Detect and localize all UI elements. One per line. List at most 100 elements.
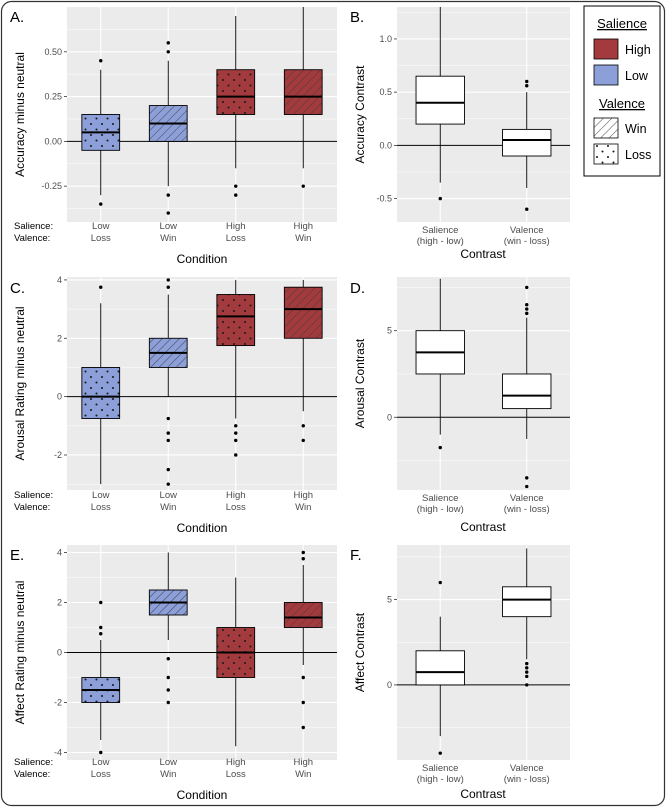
- outlier-point: [166, 278, 170, 282]
- x-axis-title: Contrast: [460, 247, 506, 261]
- outlier-point: [166, 416, 170, 421]
- outlier-point: [166, 211, 170, 215]
- category-label-top: Salience: [422, 225, 458, 236]
- x-axis-title: Condition: [177, 788, 228, 802]
- legend-swatch-high: [593, 38, 619, 60]
- panel-label: B.: [350, 9, 364, 26]
- y-tick-label: -2: [54, 698, 62, 708]
- panel-label: F.: [350, 547, 362, 564]
- y-tick-label: 0: [57, 648, 62, 658]
- panel-e: -4-2024LowLossLowWinHighLossHighWinSalie…: [10, 545, 337, 802]
- panel-d: 0 5 Salience(high - low) Valence(win - loss…: [350, 277, 570, 534]
- y-tick-label: -4: [54, 748, 62, 758]
- outlier-point: [525, 661, 529, 666]
- box-outline: [283, 69, 323, 115]
- box-valence-win-loss: Valence(win - loss): [502, 79, 552, 247]
- outlier-point: [166, 467, 170, 472]
- outlier-point: [234, 184, 238, 188]
- row-label: Salience:: [14, 490, 53, 501]
- outlier-point: [301, 557, 305, 561]
- legend-swatch-low: [593, 64, 619, 86]
- y-axis-title: Arousal Contrast: [353, 338, 367, 428]
- outlier-point: [301, 700, 305, 705]
- y-tick-label: 0.50: [44, 47, 62, 57]
- box-valence-win-loss: Valence(win - loss): [502, 285, 552, 515]
- outlier-point: [166, 675, 170, 680]
- outlier-point: [234, 431, 238, 435]
- legend-title-salience: Salience: [597, 16, 647, 31]
- box-outline: [502, 373, 552, 410]
- box-body: [502, 129, 551, 157]
- legend-title-valence: Valence: [599, 96, 645, 111]
- legend: Salience High Low Valence Win Loss: [583, 5, 661, 177]
- y-tick-label: 0.25: [44, 92, 62, 102]
- outlier-point: [234, 453, 238, 457]
- outlier-point: [301, 675, 305, 680]
- stripe-pattern: [284, 69, 323, 115]
- panel-f: 0 5 Salience(high - low) Valence(win - loss…: [350, 545, 570, 801]
- box-outline: [415, 75, 465, 125]
- outlier-point: [166, 285, 170, 289]
- y-axis-title: Accuracy Contrast: [353, 65, 367, 164]
- category-label-bottom: (high - low): [417, 774, 464, 785]
- outlier-point: [525, 311, 529, 316]
- outlier-point: [99, 285, 103, 289]
- legend-label-low: Low: [625, 69, 649, 83]
- category-label-top: High: [226, 490, 246, 501]
- stripe-pattern: [284, 287, 323, 339]
- outlier-point: [166, 41, 170, 45]
- row-label: Salience:: [14, 221, 53, 232]
- outlier-point: [234, 438, 238, 443]
- outlier-point: [166, 688, 170, 692]
- category-label-bottom: Loss: [226, 233, 246, 244]
- y-tick-label: 2: [57, 333, 62, 343]
- category-label-top: High: [293, 757, 313, 768]
- stripe-pattern: [284, 602, 323, 628]
- x-axis-title: Contrast: [460, 520, 506, 534]
- y-tick-label: 0.00: [44, 136, 62, 146]
- category-label-top: Valence: [510, 763, 544, 774]
- outlier-point: [166, 700, 170, 705]
- category-label-top: Low: [160, 490, 178, 501]
- box-valence-win-loss: Valence(win - loss): [502, 548, 552, 785]
- y-tick-label: -0.25: [41, 181, 62, 191]
- category-label-bottom: Loss: [226, 502, 246, 513]
- y-tick-label: 2: [57, 598, 62, 608]
- x-axis-title: Condition: [177, 521, 228, 535]
- category-label-top: Low: [92, 490, 110, 501]
- box-outline: [81, 367, 121, 419]
- legend-swatch-win: [593, 117, 619, 139]
- category-label-top: Low: [160, 221, 178, 232]
- outlier-point: [166, 482, 170, 486]
- row-label: Valence:: [14, 502, 50, 513]
- outlier-point: [99, 625, 103, 630]
- y-tick-label: -0.5: [376, 194, 392, 204]
- outlier-point: [525, 666, 529, 670]
- outlier-point: [525, 207, 529, 211]
- y-axis-title: Arousal Rating minus neutral: [13, 306, 27, 460]
- y-tick-label: 0: [387, 412, 392, 422]
- y-tick-label: -2: [54, 450, 62, 460]
- outlier-point: [166, 50, 170, 54]
- y-tick-label: 0: [57, 392, 62, 402]
- y-tick-label: 1.0: [379, 34, 392, 44]
- legend-label-loss: Loss: [625, 148, 651, 162]
- box-outline: [283, 602, 323, 628]
- category-label-top: High: [226, 221, 246, 232]
- category-label-top: Salience: [422, 763, 458, 774]
- outlier-point: [525, 674, 529, 679]
- category-label-bottom: Loss: [91, 769, 111, 780]
- outlier-point: [525, 670, 529, 674]
- outlier-point: [438, 196, 442, 201]
- category-label-bottom: Loss: [91, 233, 111, 244]
- category-label-bottom: (win - loss): [504, 504, 550, 515]
- y-tick-label: 5: [387, 326, 392, 336]
